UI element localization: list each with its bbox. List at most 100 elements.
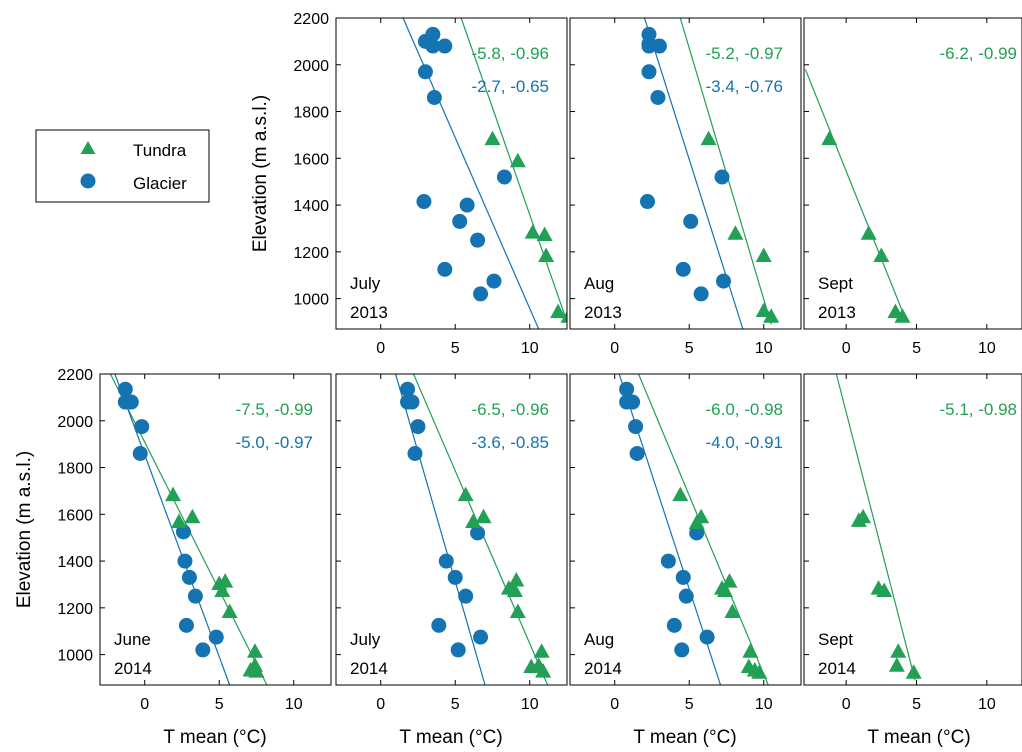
glacier-point <box>689 525 705 541</box>
tundra-fit-annotation: -6.5, -0.96 <box>472 400 550 419</box>
tundra-point <box>508 571 525 587</box>
glacier-point <box>660 553 676 569</box>
glacier-point <box>716 273 732 289</box>
glacier-point <box>181 569 197 585</box>
tundra-point <box>535 663 552 678</box>
glacier-point <box>447 569 463 585</box>
x-tick-label: 10 <box>521 340 539 357</box>
panel-year-label: 2014 <box>584 659 622 678</box>
legend-tundra-label: Tundra <box>133 141 187 160</box>
tundra-point <box>217 573 234 588</box>
panel-june-2014: 0 5 10 1000 1200 1400 1600 1800 2000 2200 -7.5, -0… <box>14 367 332 748</box>
x-tick-label: 5 <box>451 696 460 713</box>
panel-month-label: Sept <box>818 274 853 293</box>
y-tick-label: 2000 <box>293 58 329 75</box>
x-tick-label: 0 <box>376 340 385 357</box>
tundra-fit-annotation: -5.8, -0.96 <box>472 44 550 63</box>
glacier-point <box>641 38 657 54</box>
y-tick-label: 1200 <box>57 601 93 618</box>
glacier-point <box>123 394 139 410</box>
glacier-point <box>619 381 635 397</box>
tundra-point <box>560 311 567 323</box>
axes-frame <box>335 17 568 330</box>
glacier-point <box>178 617 194 633</box>
tundra-point <box>523 658 540 673</box>
tundra-point <box>509 603 526 619</box>
glacier-fit-annotation: -5.0, -0.97 <box>236 433 314 452</box>
x-tick-label: 0 <box>376 696 385 713</box>
glacier-point <box>117 381 133 397</box>
glacier-point <box>417 64 433 80</box>
panel-month-label: June <box>114 630 151 649</box>
x-tick-label: 10 <box>978 696 996 713</box>
y-axis-title: Elevation (m a.s.l.) <box>250 95 271 252</box>
x-axis-title: T mean (°C) <box>163 727 266 748</box>
glacier-point <box>486 273 502 289</box>
tundra-fit-line <box>638 374 769 685</box>
glacier-point <box>426 90 442 106</box>
glacier-point <box>437 38 453 54</box>
glacier-point <box>195 642 211 658</box>
glacier-point <box>651 38 667 54</box>
y-tick-label: 1200 <box>293 245 329 262</box>
glacier-point <box>208 629 224 645</box>
glacier-point <box>699 629 715 645</box>
glacier-point <box>693 286 709 302</box>
tundra-fit-line <box>460 18 567 318</box>
tundra-point <box>724 603 741 619</box>
panel-aug-2013: 0 5 10 -5.2, -0.97 -3.4, -0.76 Aug 2013 <box>569 17 802 357</box>
x-tick-label: 5 <box>685 696 694 713</box>
x-tick-label: 10 <box>755 340 773 357</box>
panel-year-label: 2014 <box>818 659 856 678</box>
panel-year-label: 2013 <box>818 303 856 322</box>
glacier-point <box>496 169 512 185</box>
tundra-point <box>536 226 553 241</box>
tundra-point <box>888 657 905 672</box>
glacier-point <box>473 286 489 302</box>
glacier-point <box>675 261 691 277</box>
tundra-point <box>894 308 911 323</box>
tundra-point <box>170 513 187 528</box>
y-tick-label: 1400 <box>57 554 93 571</box>
glacier-point <box>132 446 148 462</box>
x-tick-label: 5 <box>451 340 460 357</box>
y-tick-label: 1600 <box>57 507 93 524</box>
tundra-point <box>763 308 780 323</box>
x-tick-label: 0 <box>610 696 619 713</box>
glacier-point <box>437 261 453 277</box>
panel-july-2014: 0 5 10 -6.5, -0.96 -3.6, -0.85 July 2014 T mean… <box>335 373 568 748</box>
tundra-fit-annotation: -6.2, -0.99 <box>940 44 1018 63</box>
legend-circle-icon <box>80 173 96 189</box>
y-tick-label: 2200 <box>293 11 329 28</box>
glacier-point <box>675 569 691 585</box>
axes-frame <box>335 373 568 686</box>
glacier-point <box>177 553 193 569</box>
tundra-fit-annotation: -5.2, -0.97 <box>706 44 784 63</box>
tundra-point <box>751 664 768 679</box>
x-tick-label: 5 <box>912 696 921 713</box>
glacier-fit-annotation: -3.6, -0.85 <box>472 433 550 452</box>
y-tick-label: 1400 <box>293 198 329 215</box>
y-tick-label: 1000 <box>293 292 329 309</box>
tundra-point <box>742 643 759 658</box>
x-axis-title: T mean (°C) <box>633 727 736 748</box>
tundra-fit-line <box>835 374 916 681</box>
glacier-point <box>470 525 486 541</box>
tundra-point <box>506 582 523 597</box>
legend: Tundra Glacier <box>35 129 210 203</box>
glacier-point <box>400 381 416 397</box>
tundra-point <box>905 664 922 679</box>
glacier-point <box>410 419 426 435</box>
glacier-point <box>473 629 489 645</box>
panel-month-label: Sept <box>818 630 853 649</box>
y-tick-label: 2000 <box>57 414 93 431</box>
x-tick-label: 0 <box>140 696 149 713</box>
tundra-point <box>524 224 541 239</box>
glacier-point <box>639 194 655 210</box>
legend-box <box>35 129 210 203</box>
glacier-point <box>641 64 657 80</box>
panel-aug-2014: 0 5 10 -6.0, -0.98 -4.0, -0.91 Aug 2014 T mean … <box>569 373 802 748</box>
x-axis-title: T mean (°C) <box>399 727 502 748</box>
